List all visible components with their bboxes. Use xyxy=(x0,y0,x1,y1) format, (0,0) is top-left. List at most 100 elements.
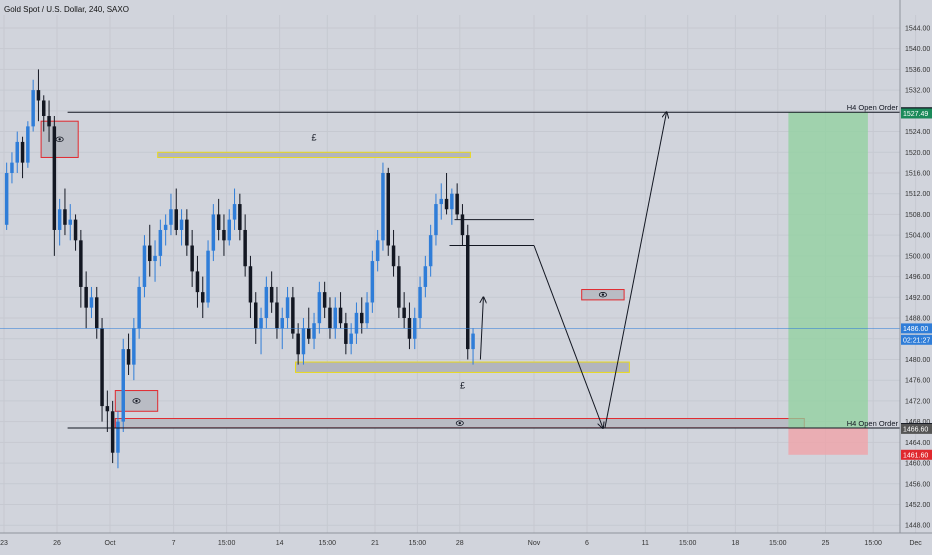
candle-body xyxy=(397,266,401,308)
eye-icon xyxy=(132,398,141,404)
price-badge-label: 1527.49 xyxy=(903,111,928,118)
price-tick-label: 1460.00 xyxy=(905,461,930,468)
price-tick-label: 1476.00 xyxy=(905,378,930,385)
candle-body xyxy=(42,100,46,117)
candle-body xyxy=(47,116,51,127)
time-tick-label: 26 xyxy=(53,540,61,547)
candle-body xyxy=(174,209,178,230)
candle-body xyxy=(222,229,226,241)
price-tick-label: 1464.00 xyxy=(905,440,930,447)
candle-body xyxy=(15,141,19,163)
candle-body xyxy=(121,349,125,422)
candle-body xyxy=(354,312,359,334)
candle-body xyxy=(386,172,390,246)
candle-body xyxy=(227,219,231,241)
time-axis[interactable]: 23 26 Oct 7 15:00 14 15:00 21 15:00 28 Nov 6 11 15:00… xyxy=(0,540,922,547)
eye-icon xyxy=(598,292,607,298)
candle-body xyxy=(52,126,57,230)
price-badge-label: 02:21:27 xyxy=(903,337,930,344)
candle-body xyxy=(142,245,147,287)
candle-body xyxy=(322,292,327,308)
candle-body xyxy=(439,198,443,205)
price-badge xyxy=(901,423,932,434)
price-tick-label: 1496.00 xyxy=(905,274,930,281)
price-tick-label: 1504.00 xyxy=(905,233,930,240)
time-tick-label: 18 xyxy=(732,540,740,547)
price-badge-label: 1486.00 xyxy=(903,326,928,333)
currency-label: £ xyxy=(460,380,465,390)
currency-label: £ xyxy=(312,132,317,142)
price-badge-label: 1466.60 xyxy=(903,426,928,433)
candle-body xyxy=(148,245,152,262)
candle-body xyxy=(10,162,14,173)
candle-body xyxy=(31,90,35,127)
candle-body xyxy=(365,302,369,324)
price-tick-label: 1488.00 xyxy=(905,316,930,323)
time-tick-label: 15:00 xyxy=(679,540,697,547)
price-axis[interactable]: 1544.001540.001536.001532.001528.001524.… xyxy=(901,25,932,530)
candle-body xyxy=(206,250,210,303)
time-tick-label: 15:00 xyxy=(769,540,787,547)
candle-body xyxy=(375,240,380,262)
candle-body xyxy=(349,333,353,344)
price-tick-label: 1512.00 xyxy=(905,191,930,198)
candle-body xyxy=(36,90,41,101)
candle-body xyxy=(216,214,221,230)
candle-body xyxy=(179,219,184,230)
candle-body xyxy=(291,297,295,334)
candle-body xyxy=(381,172,385,241)
time-tick-label: Nov xyxy=(528,540,541,547)
candle-layer xyxy=(4,69,475,469)
price-badge xyxy=(901,108,932,119)
candle-body xyxy=(232,204,237,220)
candle-body xyxy=(280,318,284,329)
time-tick-label: 11 xyxy=(642,540,649,547)
take-profit-zone xyxy=(788,112,868,429)
candle-body xyxy=(158,229,163,256)
candle-body xyxy=(185,219,189,246)
candle-body xyxy=(79,240,83,287)
price-tick-label: 1452.00 xyxy=(905,502,930,509)
candle-body xyxy=(248,266,253,303)
candle-body xyxy=(471,333,475,350)
candle-body xyxy=(137,286,141,329)
candle-body xyxy=(275,302,279,329)
candle-body xyxy=(428,235,433,267)
candle-body xyxy=(317,292,322,324)
candle-body xyxy=(370,261,375,303)
candle-body xyxy=(73,219,78,241)
candle-body xyxy=(89,297,94,308)
candle-body xyxy=(455,193,459,215)
candle-body xyxy=(338,307,343,324)
candle-body xyxy=(126,349,131,365)
zone-rect xyxy=(157,151,471,158)
candle-body xyxy=(243,229,247,267)
candle-body xyxy=(190,245,194,272)
eye-icon-pupil xyxy=(58,138,61,141)
time-tick-label: Dec xyxy=(909,540,922,547)
time-tick-label: 25 xyxy=(822,540,830,547)
candle-body xyxy=(328,307,332,329)
price-tick-label: 1536.00 xyxy=(905,67,930,74)
time-tick-label: 15:00 xyxy=(864,540,882,547)
candle-body xyxy=(418,286,422,319)
price-badge-label: 1461.60 xyxy=(903,452,928,459)
candle-body xyxy=(132,328,136,365)
time-tick-label: 14 xyxy=(276,540,284,547)
candle-body xyxy=(84,286,88,308)
candle-body xyxy=(153,255,157,262)
zone-rect xyxy=(295,361,630,373)
projection-arrow-down xyxy=(533,245,603,428)
candle-body xyxy=(100,328,104,407)
open-order-label: H4 Open Order xyxy=(847,103,899,112)
time-tick-label: Oct xyxy=(105,540,116,547)
price-tick-label: 1520.00 xyxy=(905,150,930,157)
candle-body xyxy=(333,307,337,329)
candle-body xyxy=(466,235,470,350)
chart-title: Gold Spot / U.S. Dollar, 240, SAXO xyxy=(4,5,129,14)
price-tick-label: 1492.00 xyxy=(905,295,930,302)
candle-body xyxy=(269,286,274,303)
price-tick-label: 1500.00 xyxy=(905,253,930,260)
time-tick-label: 23 xyxy=(0,540,8,547)
